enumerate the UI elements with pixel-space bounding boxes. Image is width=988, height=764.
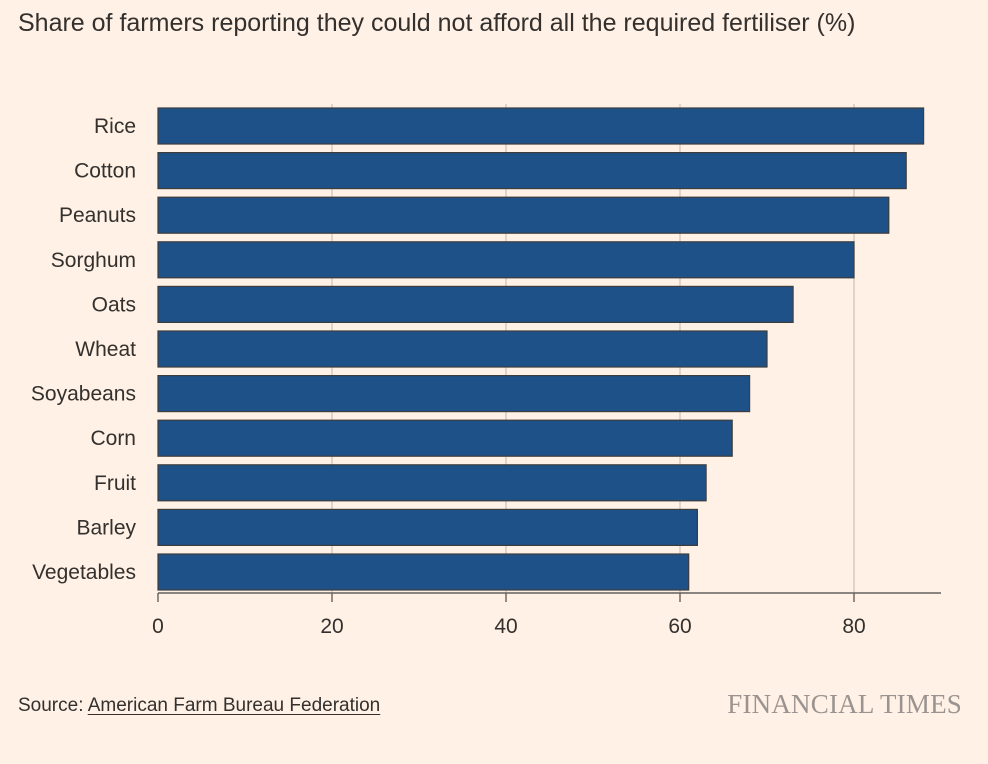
bar-wheat <box>157 330 768 368</box>
x-tick-label-80: 80 <box>842 615 865 638</box>
category-label-soyabeans: Soyabeans <box>31 383 136 406</box>
chart-title: Share of farmers reporting they could no… <box>18 9 856 37</box>
category-label-rice: Rice <box>94 115 136 138</box>
bar-peanuts <box>157 196 890 234</box>
bar-soyabeans <box>157 375 751 413</box>
x-tick-label-60: 60 <box>668 615 691 638</box>
bar-cotton <box>157 152 907 190</box>
bars <box>157 107 925 591</box>
category-label-barley: Barley <box>76 516 136 539</box>
category-label-cotton: Cotton <box>74 160 136 183</box>
bar-oats <box>157 285 794 323</box>
x-tick-label-0: 0 <box>152 615 164 638</box>
source-link[interactable]: American Farm Bureau Federation <box>87 695 381 716</box>
x-tick-label-40: 40 <box>494 615 517 638</box>
bar-fruit <box>157 464 707 502</box>
bar-sorghum <box>157 241 855 279</box>
source-label: Source: <box>18 695 84 716</box>
category-label-corn: Corn <box>90 427 136 450</box>
bar-barley <box>157 508 699 546</box>
x-axis: 0 20 40 60 80 <box>152 592 941 638</box>
category-labels: Rice Cotton Peanuts Sorghum Oats Wheat Soyabea… <box>31 115 137 584</box>
category-label-oats: Oats <box>92 293 136 316</box>
financial-times-logo: FINANCIAL TIMES <box>727 689 962 719</box>
category-label-fruit: Fruit <box>94 472 136 495</box>
category-label-vegetables: Vegetables <box>32 561 136 584</box>
bar-corn <box>157 419 733 457</box>
category-label-sorghum: Sorghum <box>51 249 136 272</box>
bar-chart: 0 20 40 60 80 Rice Cotton Peanuts Sorghum Oats Wh… <box>31 104 941 638</box>
bar-vegetables <box>157 553 690 591</box>
category-label-wheat: Wheat <box>75 338 136 361</box>
category-label-peanuts: Peanuts <box>59 204 136 227</box>
x-tick-label-20: 20 <box>320 615 343 638</box>
bar-rice <box>157 107 925 145</box>
source-note: Source: American Farm Bureau Federation <box>18 694 380 718</box>
